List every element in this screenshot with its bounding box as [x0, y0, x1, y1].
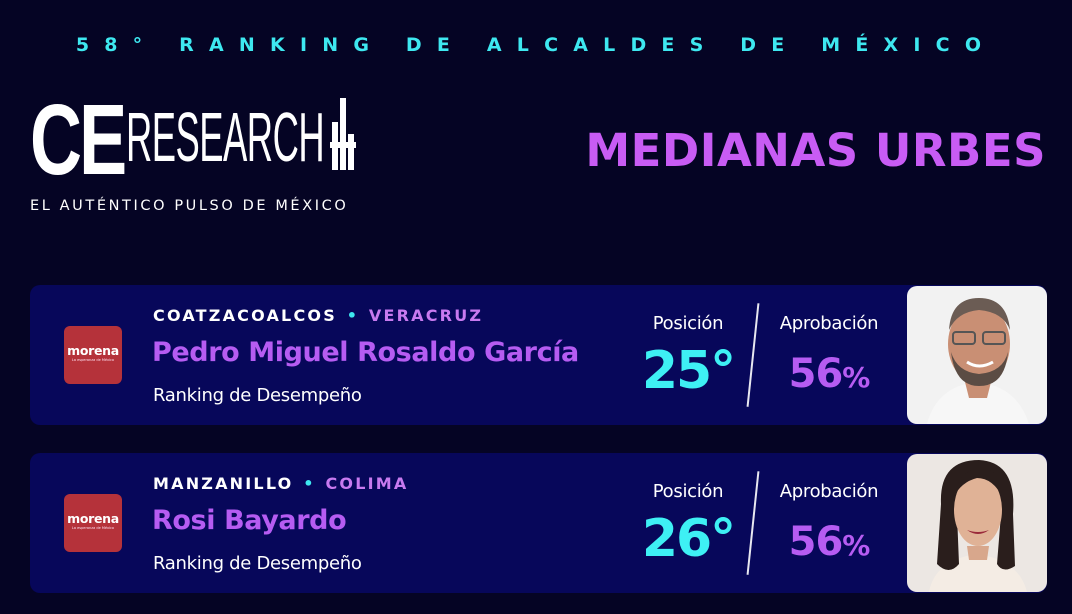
state: COLIMA [325, 474, 409, 493]
state: VERACRUZ [368, 306, 484, 325]
approval-unit: % [842, 529, 870, 562]
party-name: morena [67, 511, 119, 526]
logo-ce-mark: CE [30, 84, 127, 196]
mayor-card: morena La esperanza de México COATZACOAL… [30, 285, 1047, 425]
mayor-name: Rosi Bayardo [152, 505, 347, 536]
approval-value: 56% [770, 519, 888, 565]
ce-research-logo: CE RESEARCH EL AUTÉNTICO PULSO DE MÉXICO [30, 90, 360, 218]
edition-title: 58° RANKING DE ALCALDES DE MÉXICO [75, 34, 997, 56]
separator-dot: • [346, 306, 360, 325]
mayor-photo [907, 286, 1047, 424]
portrait-woman-icon [929, 460, 1027, 592]
party-name: morena [67, 343, 119, 358]
party-slogan: La esperanza de México [71, 526, 115, 530]
approval-label: Aprobación [779, 313, 879, 334]
position-label: Posición [652, 481, 724, 502]
approval-value: 56% [770, 351, 888, 397]
mayor-card: morena La esperanza de México MANZANILLO… [30, 453, 1047, 593]
city: MANZANILLO [153, 474, 294, 493]
portrait-man-icon [927, 298, 1029, 424]
mayor-name: Pedro Miguel Rosaldo García [152, 337, 579, 368]
ranking-label: Ranking de Desempeño [153, 385, 362, 406]
stat-divider [746, 303, 759, 407]
position-value: 25° [641, 341, 736, 401]
location: COATZACOALCOS • VERACRUZ [153, 306, 483, 325]
party-slogan: La esperanza de México [71, 358, 115, 362]
logo-research-wordmark: RESEARCH [126, 98, 325, 176]
bar-chart-icon [330, 98, 356, 170]
approval-label: Aprobación [779, 481, 879, 502]
section-title: MEDIANAS URBES [585, 124, 1046, 177]
ranking-label: Ranking de Desempeño [153, 553, 362, 574]
logo-tagline: EL AUTÉNTICO PULSO DE MÉXICO [30, 198, 349, 214]
position-value: 26° [641, 509, 736, 569]
approval-number: 56 [788, 351, 844, 397]
approval-unit: % [842, 361, 870, 394]
location: MANZANILLO • COLIMA [153, 474, 408, 493]
position-label: Posición [652, 313, 724, 334]
stat-divider [746, 471, 759, 575]
morena-party-logo: morena La esperanza de México [64, 326, 122, 384]
approval-number: 56 [788, 519, 844, 565]
city: COATZACOALCOS [153, 306, 337, 325]
mayor-photo [907, 454, 1047, 592]
separator-dot: • [303, 474, 316, 493]
morena-party-logo: morena La esperanza de México [64, 494, 122, 552]
